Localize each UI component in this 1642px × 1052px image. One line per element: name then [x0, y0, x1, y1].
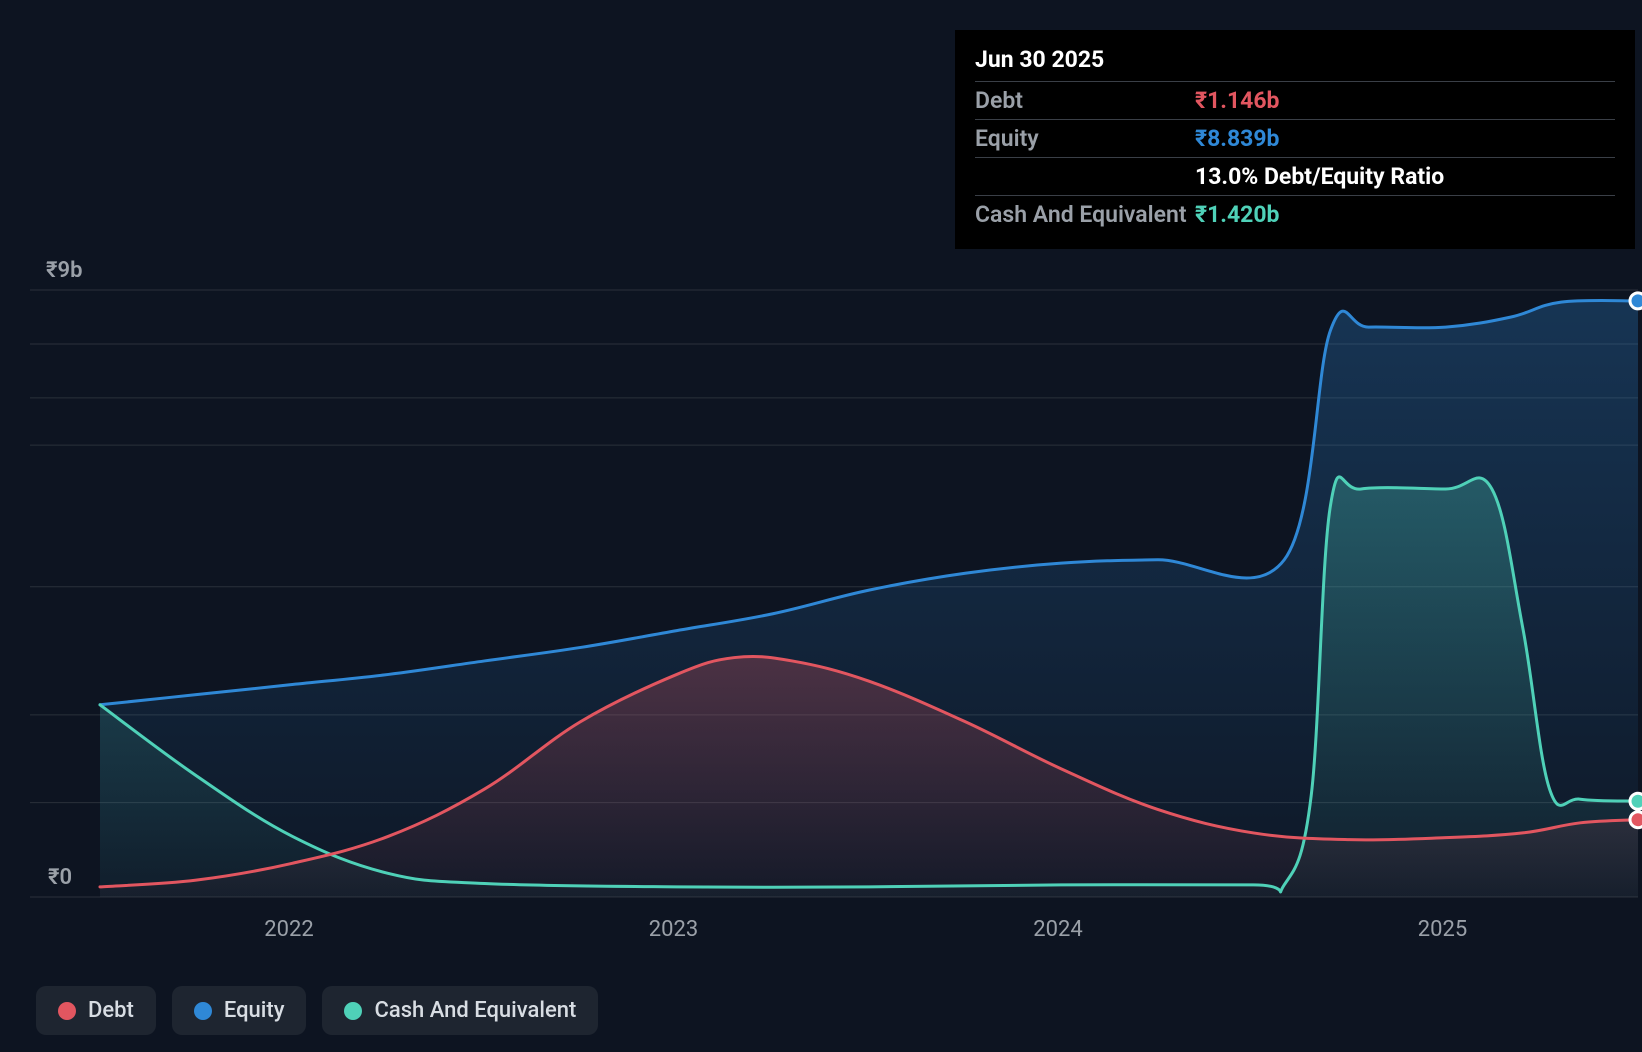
- debt-end-marker: [1630, 812, 1642, 828]
- tooltip-row-label: Equity: [975, 125, 1195, 152]
- tooltip-row: Debt₹1.146b: [975, 82, 1615, 120]
- tooltip-row-label: Debt: [975, 87, 1195, 114]
- legend-dot-icon: [194, 1002, 212, 1020]
- legend-dot-icon: [58, 1002, 76, 1020]
- tooltip-row: Cash And Equivalent₹1.420b: [975, 196, 1615, 233]
- legend-item-equity[interactable]: Equity: [172, 986, 307, 1035]
- legend-label: Debt: [88, 998, 134, 1023]
- legend-label: Cash And Equivalent: [374, 998, 576, 1023]
- legend-dot-icon: [344, 1002, 362, 1020]
- y-axis-label-max: ₹9b: [46, 258, 82, 283]
- tooltip-row-value: ₹8.839b: [1195, 125, 1615, 152]
- tooltip-date: Jun 30 2025: [975, 46, 1615, 82]
- chart-container: ₹9b ₹0 2022 2023 2024 2025 Jun 30 2025 Debt…: [0, 0, 1642, 1052]
- equity-end-marker: [1630, 293, 1642, 309]
- legend-label: Equity: [224, 998, 285, 1023]
- x-axis-tick-2023: 2023: [649, 917, 698, 942]
- tooltip-row-label: Cash And Equivalent: [975, 201, 1195, 228]
- legend-item-debt[interactable]: Debt: [36, 986, 156, 1035]
- legend-item-cash-and-equivalent[interactable]: Cash And Equivalent: [322, 986, 598, 1035]
- x-axis-tick-2022: 2022: [264, 917, 313, 942]
- tooltip-row-value: ₹1.146b: [1195, 87, 1615, 114]
- tooltip-row: Equity₹8.839b: [975, 120, 1615, 158]
- y-axis-label-min: ₹0: [48, 865, 72, 890]
- x-axis-tick-2025: 2025: [1418, 917, 1467, 942]
- tooltip-row-value: ₹1.420b: [1195, 201, 1615, 228]
- x-axis-tick-2024: 2024: [1033, 917, 1082, 942]
- tooltip-row: 13.0% Debt/Equity Ratio: [975, 158, 1615, 196]
- tooltip-row-value: 13.0% Debt/Equity Ratio: [1195, 163, 1615, 190]
- chart-tooltip: Jun 30 2025 Debt₹1.146bEquity₹8.839b13.0…: [955, 30, 1635, 249]
- cash-end-marker: [1630, 793, 1642, 809]
- chart-legend: Debt Equity Cash And Equivalent: [36, 986, 598, 1035]
